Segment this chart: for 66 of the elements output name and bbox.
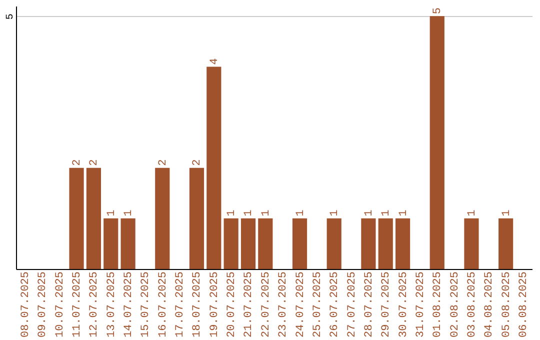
bar bbox=[224, 218, 238, 269]
bar bbox=[69, 168, 84, 269]
x-tick-label: 25.07.2025 bbox=[312, 272, 324, 338]
x-tick-label: 12.07.2025 bbox=[88, 272, 101, 338]
bar bbox=[258, 218, 273, 269]
bar bbox=[240, 218, 256, 269]
data-label: 4 bbox=[208, 58, 221, 65]
x-tick-label: 01.08.2025 bbox=[432, 272, 444, 338]
bar bbox=[361, 218, 376, 269]
data-label: 1 bbox=[363, 209, 376, 216]
bar bbox=[120, 218, 136, 269]
data-label: 2 bbox=[157, 159, 170, 166]
x-tick-label: 27.07.2025 bbox=[346, 272, 358, 338]
data-label: 1 bbox=[398, 209, 410, 216]
x-tick-label: 29.07.2025 bbox=[380, 272, 393, 338]
x-tick-label: 10.07.2025 bbox=[54, 272, 66, 338]
x-tick-label: 28.07.2025 bbox=[363, 272, 376, 338]
data-label: 1 bbox=[329, 209, 342, 216]
x-tick-label: 20.07.2025 bbox=[226, 272, 238, 338]
bar bbox=[189, 168, 204, 269]
x-tick-label: 18.07.2025 bbox=[192, 272, 204, 338]
x-tick-label: 06.08.2025 bbox=[518, 272, 530, 338]
x-tick-label: 30.07.2025 bbox=[398, 272, 410, 338]
x-tick-label: 21.07.2025 bbox=[243, 272, 256, 338]
x-tick-label: 23.07.2025 bbox=[278, 272, 290, 338]
data-label: 1 bbox=[500, 209, 513, 216]
data-label: 1 bbox=[243, 209, 256, 216]
x-tick-label: 04.08.2025 bbox=[484, 272, 496, 338]
bar bbox=[395, 218, 410, 269]
bar bbox=[498, 218, 514, 269]
bar bbox=[86, 168, 101, 269]
x-tick-label: 31.07.2025 bbox=[414, 272, 427, 338]
bar bbox=[326, 218, 342, 269]
data-label: 1 bbox=[466, 209, 478, 216]
x-tick-label: 09.07.2025 bbox=[37, 272, 50, 338]
x-tick-label: 08.07.2025 bbox=[20, 272, 32, 338]
data-label: 1 bbox=[106, 209, 118, 216]
x-tick-label: 14.07.2025 bbox=[123, 272, 136, 338]
data-label: 2 bbox=[192, 159, 204, 166]
bar bbox=[464, 218, 479, 269]
x-tick-label: 22.07.2025 bbox=[260, 272, 272, 338]
bar bbox=[378, 218, 393, 269]
data-label: 1 bbox=[294, 209, 307, 216]
x-tick-label: 11.07.2025 bbox=[72, 272, 84, 338]
x-tick-label: 26.07.2025 bbox=[329, 272, 342, 338]
data-label: 2 bbox=[88, 159, 101, 166]
x-tick-label: 24.07.2025 bbox=[294, 272, 307, 338]
data-label: 1 bbox=[380, 209, 393, 216]
bar bbox=[430, 16, 444, 269]
x-tick-label: 16.07.2025 bbox=[157, 272, 170, 338]
x-tick-label: 15.07.2025 bbox=[140, 272, 152, 338]
bar bbox=[104, 218, 118, 269]
x-tick-label: 05.08.2025 bbox=[500, 272, 513, 338]
x-tick-label: 13.07.2025 bbox=[106, 272, 118, 338]
data-label: 1 bbox=[226, 209, 238, 216]
bar bbox=[206, 66, 222, 269]
data-label: 1 bbox=[123, 209, 136, 216]
x-tick-label: 02.08.2025 bbox=[449, 272, 462, 338]
data-label: 1 bbox=[260, 209, 272, 216]
data-label: 5 bbox=[432, 8, 444, 14]
data-label: 2 bbox=[72, 159, 84, 166]
x-tick-label: 17.07.2025 bbox=[174, 272, 187, 338]
bar bbox=[155, 168, 170, 269]
x-tick-label: 19.07.2025 bbox=[208, 272, 221, 338]
x-tick-label: 03.08.2025 bbox=[466, 272, 478, 338]
bar bbox=[292, 218, 308, 269]
